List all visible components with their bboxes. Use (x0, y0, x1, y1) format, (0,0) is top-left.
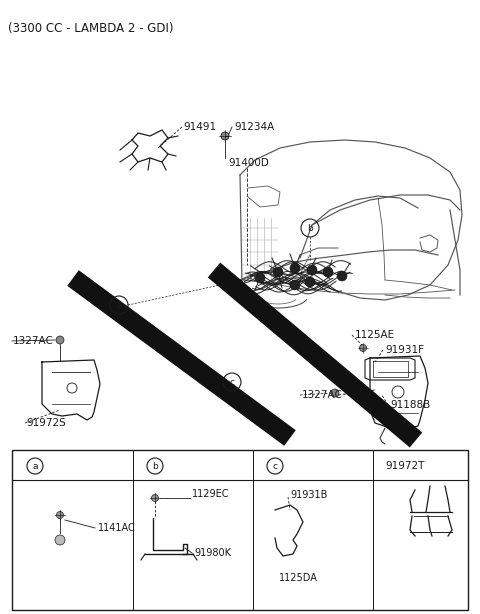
Text: a: a (116, 300, 122, 309)
Text: 1327AC: 1327AC (302, 390, 343, 400)
Text: 91972S: 91972S (26, 418, 66, 428)
Circle shape (307, 265, 317, 275)
Circle shape (360, 344, 367, 351)
Text: 91972T: 91972T (385, 461, 424, 471)
Circle shape (152, 494, 158, 502)
Text: b: b (152, 462, 158, 470)
Circle shape (255, 273, 265, 283)
Text: 1141AC: 1141AC (98, 523, 136, 533)
Circle shape (290, 280, 300, 290)
Circle shape (305, 277, 315, 287)
Text: c: c (273, 462, 277, 470)
Circle shape (221, 132, 229, 140)
Circle shape (337, 271, 347, 281)
Text: 1327AC: 1327AC (13, 336, 54, 346)
Text: 91931F: 91931F (385, 345, 424, 355)
Text: 91188B: 91188B (390, 400, 430, 410)
Text: c: c (229, 378, 235, 386)
Text: 91931B: 91931B (290, 490, 327, 500)
Circle shape (57, 511, 63, 518)
Circle shape (290, 263, 300, 273)
Text: 1125AE: 1125AE (355, 330, 395, 340)
Text: (3300 CC - LAMBDA 2 - GDI): (3300 CC - LAMBDA 2 - GDI) (8, 22, 173, 35)
Text: a: a (32, 462, 38, 470)
Text: 91491: 91491 (183, 122, 216, 132)
Circle shape (323, 267, 333, 277)
Circle shape (56, 336, 64, 344)
Text: 91234A: 91234A (234, 122, 274, 132)
Circle shape (55, 535, 65, 545)
Circle shape (273, 267, 283, 277)
Text: 1125DA: 1125DA (279, 573, 318, 583)
Text: 91980K: 91980K (194, 548, 231, 558)
Text: b: b (307, 223, 313, 233)
Text: 91400D: 91400D (228, 158, 269, 168)
Text: 1129EC: 1129EC (192, 489, 229, 499)
Bar (12, 450, 468, 610)
Circle shape (331, 389, 339, 397)
